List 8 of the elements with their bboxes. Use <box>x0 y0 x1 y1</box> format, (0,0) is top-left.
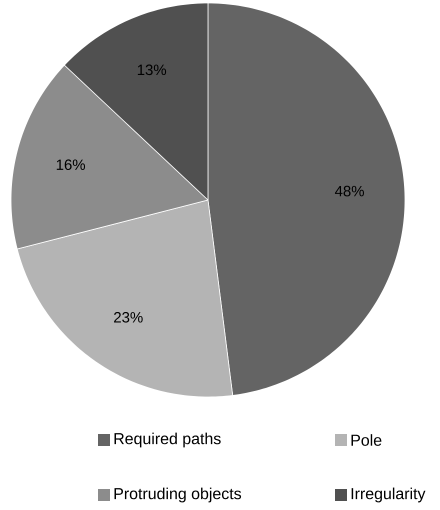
legend-label: Protruding objects <box>114 488 242 502</box>
data-label: 48% <box>334 186 364 196</box>
legend-label: Pole <box>352 434 382 446</box>
data-label: 16% <box>56 159 86 170</box>
legend-label: Irregularity <box>352 488 426 502</box>
legend-label: Required paths <box>114 432 221 448</box>
data-label: 13% <box>138 64 166 76</box>
data-label: 23% <box>114 312 143 323</box>
